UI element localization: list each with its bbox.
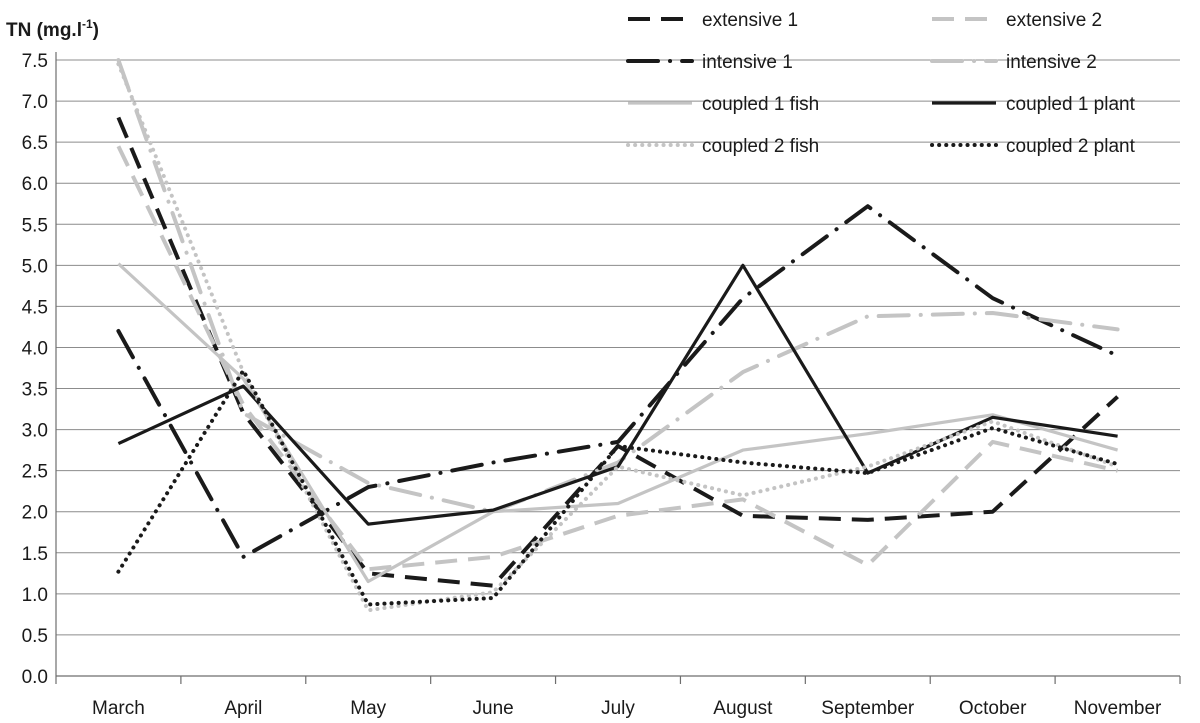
y-tick-label: 7.5 — [22, 51, 48, 72]
x-tick-label: April — [224, 698, 262, 719]
y-tick-label: 3.0 — [22, 421, 48, 442]
legend-label: coupled 2 fish — [702, 136, 819, 157]
x-tick-label: June — [473, 698, 514, 719]
y-tick-label: 2.5 — [22, 462, 48, 483]
y-axis-title: TN (mg.l-1) — [6, 17, 99, 41]
legend-item: coupled 1 fish — [628, 94, 819, 115]
x-tick-label: July — [601, 698, 635, 719]
y-tick-label: 0.0 — [22, 667, 48, 688]
x-tick-label: October — [959, 698, 1027, 719]
legend-label: extensive 2 — [1006, 10, 1102, 31]
y-tick-label: 6.0 — [22, 174, 48, 195]
x-tick-label: March — [92, 698, 145, 719]
series-layer — [116, 58, 1120, 613]
x-tick-label: November — [1074, 698, 1162, 719]
y-axis-title-superscript: -1 — [82, 17, 93, 31]
series-line-intensive-1 — [116, 204, 1120, 559]
legend: extensive 1 extensive 2 intensive 1 intensi… — [626, 10, 1136, 157]
legend-item: coupled 1 plant — [932, 94, 1136, 115]
legend-label: coupled 1 plant — [1006, 94, 1136, 115]
y-tick-label: 5.0 — [22, 256, 48, 277]
series-line-coupled-1-plant — [117, 263, 1118, 526]
series-line-coupled-1-fish — [117, 262, 1119, 584]
legend-item: intensive 1 — [626, 52, 793, 73]
legend-label: coupled 2 plant — [1006, 136, 1136, 157]
y-tick-label: 1.5 — [22, 544, 48, 565]
y-tick-label: 6.5 — [22, 133, 48, 154]
series-line-coupled-2-fish — [116, 62, 1120, 613]
legend-item: extensive 2 — [932, 10, 1102, 31]
series-line-extensive-2 — [116, 145, 1119, 572]
x-tick-label: May — [350, 698, 386, 719]
series-line-extensive-1 — [116, 116, 1119, 588]
y-tick-label: 4.5 — [22, 297, 48, 318]
legend-label: intensive 1 — [702, 52, 793, 73]
y-tick-label: 7.0 — [22, 92, 48, 113]
series-line-intensive-2 — [116, 58, 1120, 514]
legend-item: intensive 2 — [930, 52, 1097, 73]
y-tick-label: 4.0 — [22, 338, 48, 359]
y-tick-label: 3.5 — [22, 380, 48, 401]
y-tick-label: 2.0 — [22, 503, 48, 524]
x-tick-label: August — [713, 698, 773, 719]
legend-label: intensive 2 — [1006, 52, 1097, 73]
legend-item: extensive 1 — [628, 10, 798, 31]
legend-item: coupled 2 fish — [626, 136, 819, 157]
y-tick-label: 5.5 — [22, 215, 48, 236]
y-axis-title-main: TN (mg.l — [6, 20, 82, 41]
y-tick-label: 0.5 — [22, 626, 48, 647]
legend-label: extensive 1 — [702, 10, 798, 31]
series-line-coupled-2-plant — [116, 368, 1120, 607]
legend-label: coupled 1 fish — [702, 94, 819, 115]
grid-layer — [56, 59, 1180, 636]
y-axis-title-close: ) — [93, 20, 99, 41]
y-tick-label: 1.0 — [22, 585, 48, 606]
legend-item: coupled 2 plant — [930, 136, 1136, 157]
x-tick-label: September — [821, 698, 915, 719]
axis-layer: 0.0 0.5 1.0 1.5 2.0 2.5 3.0 3.5 4.0 4.5 5.0 5.5 6.0 6… — [22, 51, 1181, 719]
